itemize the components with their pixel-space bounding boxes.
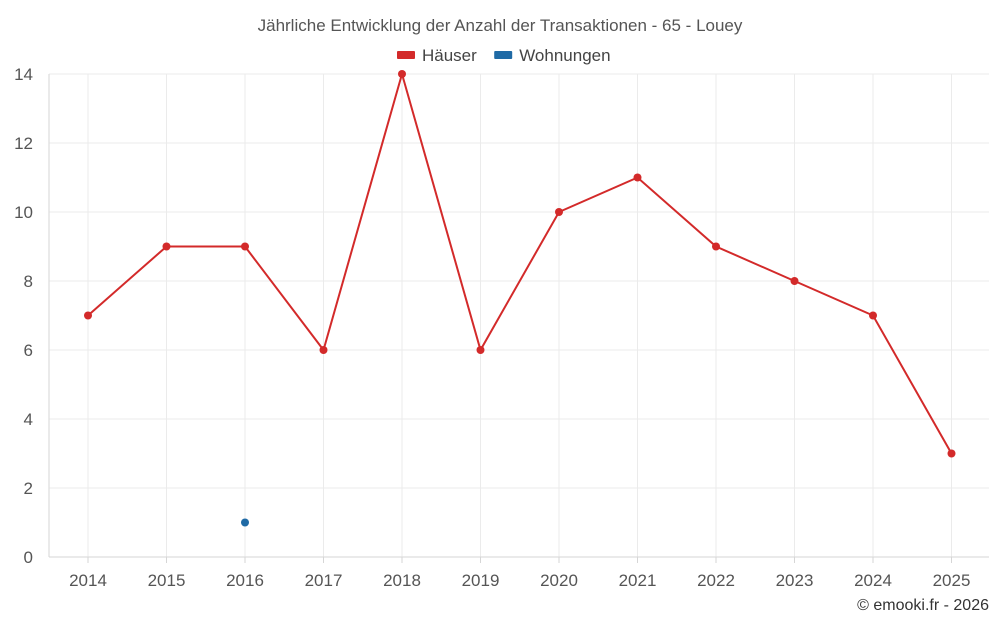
series-layer	[84, 70, 956, 527]
legend-swatch	[397, 51, 415, 59]
x-tick-label: 2016	[226, 571, 264, 590]
series-Häuser	[84, 70, 956, 458]
data-point[interactable]	[712, 242, 720, 251]
x-tick-label: 2024	[854, 571, 892, 590]
y-tick-label: 12	[14, 134, 33, 153]
series-Wohnungen	[241, 518, 249, 527]
y-axis: 0 2 4 6 8 10 12 14	[14, 65, 33, 567]
data-point[interactable]	[398, 70, 406, 78]
y-tick-label: 4	[24, 410, 33, 429]
x-tick-label: 2015	[148, 571, 186, 590]
x-tick-label: 2017	[305, 571, 343, 590]
data-point[interactable]	[555, 208, 563, 216]
data-point[interactable]	[319, 346, 328, 354]
legend: Häuser Wohnungen	[397, 46, 611, 65]
data-point[interactable]	[84, 311, 92, 320]
x-axis: 2014 2015 2016 2017 2018 2019 2020 2021 2022 2023…	[48, 74, 989, 590]
x-tick-label: 2023	[776, 571, 814, 590]
grid	[49, 73, 989, 557]
x-tick-label: 2018	[383, 571, 421, 590]
legend-item[interactable]: Häuser	[397, 46, 477, 65]
data-point[interactable]	[162, 242, 171, 251]
y-tick-label: 2	[24, 479, 33, 498]
x-tick-label: 2014	[69, 571, 107, 590]
data-point[interactable]	[947, 449, 956, 458]
y-tick-label: 0	[24, 548, 33, 567]
data-point[interactable]	[869, 311, 877, 320]
x-tick-label: 2020	[540, 571, 578, 590]
data-point[interactable]	[476, 346, 485, 354]
legend-label: Häuser	[422, 46, 477, 65]
x-tick-label: 2022	[697, 571, 735, 590]
legend-swatch	[494, 51, 513, 59]
data-point[interactable]	[790, 277, 799, 285]
chart-title: Jährliche Entwicklung der Anzahl der Tra…	[258, 16, 743, 35]
x-tick-label: 2025	[933, 571, 971, 590]
y-tick-label: 6	[24, 341, 33, 360]
legend-item[interactable]: Wohnungen	[494, 46, 611, 65]
y-tick-label: 14	[14, 65, 33, 84]
credit-text: © emooki.fr - 2026	[857, 597, 989, 614]
data-point[interactable]	[241, 518, 249, 527]
x-tick-label: 2021	[619, 571, 657, 590]
data-point[interactable]	[241, 242, 249, 251]
series-line	[87, 70, 953, 454]
data-point[interactable]	[633, 173, 642, 182]
legend-label: Wohnungen	[519, 46, 610, 65]
y-tick-label: 10	[14, 203, 33, 222]
x-tick-label: 2019	[462, 571, 500, 590]
y-tick-label: 8	[24, 272, 33, 291]
